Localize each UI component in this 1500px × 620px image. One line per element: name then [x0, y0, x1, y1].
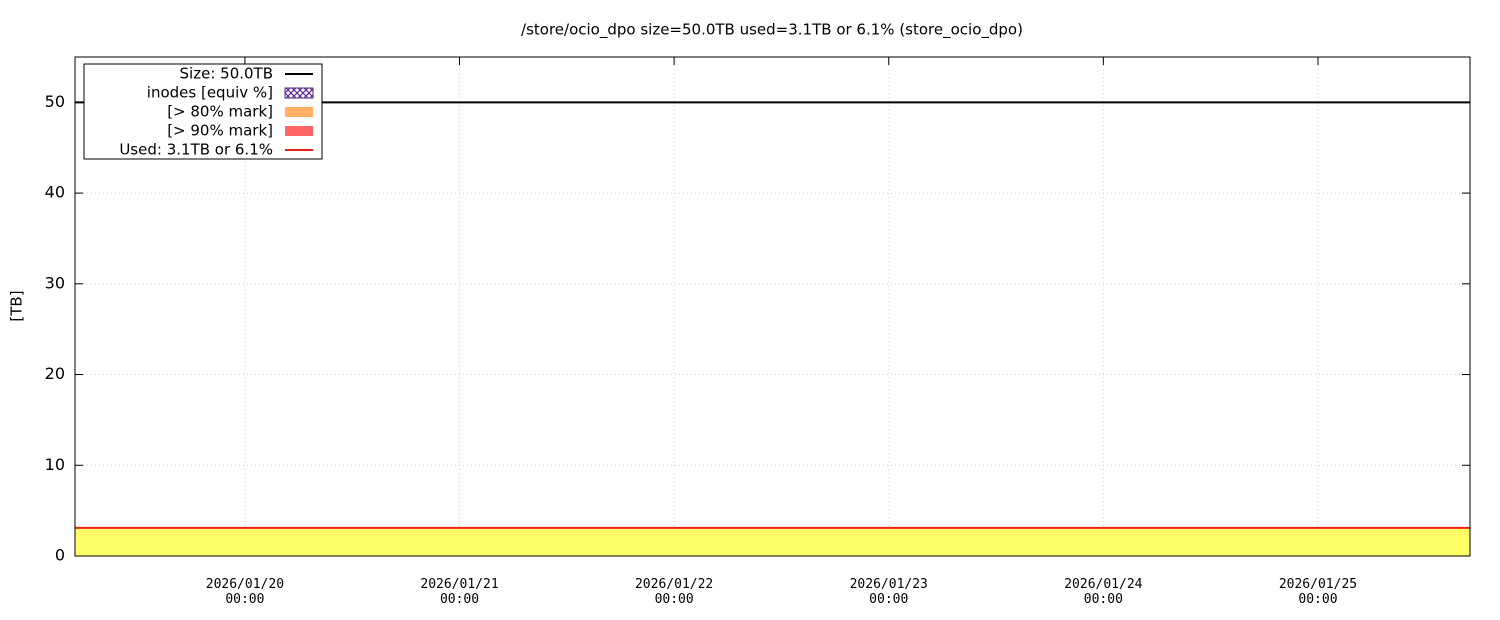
legend-swatch — [284, 87, 314, 99]
legend-box — [83, 63, 323, 160]
x-tick-label: 2026/01/24 00:00 — [1064, 577, 1142, 607]
legend-label: Size: 50.0TB — [180, 65, 273, 83]
legend-swatch — [285, 126, 313, 136]
legend-swatch — [285, 107, 313, 117]
legend-label: [> 90% mark] — [167, 122, 273, 140]
y-tick-label: 50 — [45, 92, 65, 111]
legend-label: inodes [equiv %] — [147, 84, 273, 102]
x-tick-label: 2026/01/23 00:00 — [850, 577, 928, 607]
y-tick-label: 0 — [55, 546, 65, 565]
chart-title: /store/ocio_dpo size=50.0TB used=3.1TB o… — [521, 21, 1023, 40]
x-tick-label: 2026/01/25 00:00 — [1279, 577, 1357, 607]
used-area — [75, 527, 1470, 556]
x-tick-label: 2026/01/22 00:00 — [635, 577, 713, 607]
y-tick-label: 10 — [45, 455, 65, 474]
y-tick-label: 30 — [45, 273, 65, 292]
y-tick-label: 40 — [45, 183, 65, 202]
legend-label: Used: 3.1TB or 6.1% — [119, 141, 273, 159]
legend-label: [> 80% mark] — [167, 103, 273, 121]
y-tick-label: 20 — [45, 364, 65, 383]
plot-frame — [74, 56, 1471, 557]
y-axis-label: [TB] — [8, 290, 26, 321]
x-tick-label: 2026/01/21 00:00 — [420, 577, 498, 607]
x-tick-label: 2026/01/20 00:00 — [206, 577, 284, 607]
